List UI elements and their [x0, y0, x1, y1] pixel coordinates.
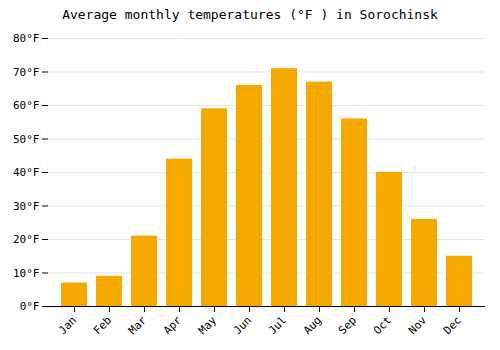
svg-text:Sep: Sep: [336, 314, 359, 337]
svg-text:Jul: Jul: [266, 314, 289, 337]
svg-text:50°F: 50°F: [13, 133, 40, 146]
svg-text:Feb: Feb: [91, 314, 114, 337]
svg-text:70°F: 70°F: [13, 66, 40, 79]
svg-text:Mar: Mar: [126, 313, 150, 337]
svg-text:40°F: 40°F: [13, 166, 40, 179]
svg-text:Nov: Nov: [406, 313, 430, 337]
svg-text:Dec: Dec: [441, 314, 464, 337]
svg-text:80°F: 80°F: [13, 32, 40, 45]
svg-text:60°F: 60°F: [13, 99, 40, 112]
svg-text:May: May: [196, 313, 220, 337]
svg-text:10°F: 10°F: [13, 267, 40, 280]
svg-text:20°F: 20°F: [13, 233, 40, 246]
html-text:Average monthly temperatures (: Average monthly temperatures (°F ) in So…: [62, 7, 438, 22]
svg-text:0°F: 0°F: [20, 300, 40, 313]
svg-text:Apr: Apr: [161, 313, 185, 337]
svg-text:Oct: Oct: [371, 314, 394, 337]
svg-text:Jun: Jun: [231, 314, 254, 337]
svg-text:30°F: 30°F: [13, 200, 40, 213]
svg-text:Jan: Jan: [56, 314, 79, 337]
svg-text:Aug: Aug: [301, 314, 324, 337]
